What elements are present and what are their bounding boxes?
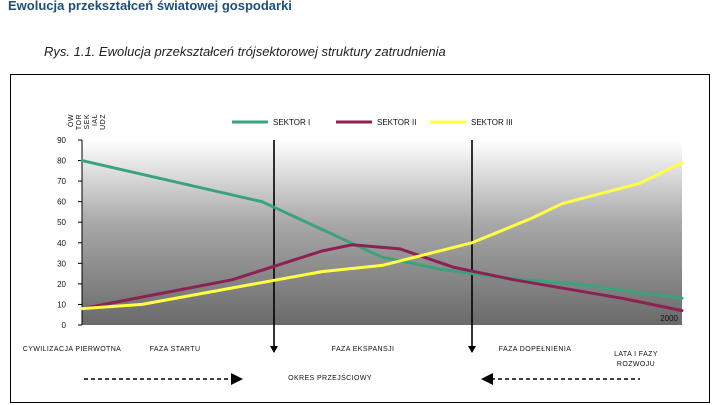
y-tick-label-20: 20 xyxy=(57,280,66,289)
y-tick-label-40: 40 xyxy=(57,239,66,248)
y-tick-label-90: 90 xyxy=(57,136,66,145)
series-line-2 xyxy=(80,243,684,313)
phase-boundary-arrow-2 xyxy=(468,346,476,353)
phase-label-3: FAZA EKSPANSJI xyxy=(332,346,395,353)
series-line-1 xyxy=(80,159,684,300)
legend-label-1: SEKTOR I xyxy=(273,118,310,127)
legend-label-3: SEKTOR III xyxy=(471,118,513,127)
phase-boundary-arrow-1 xyxy=(270,346,278,353)
phase-label-1: CYWILIZACJA PIERWOTNA xyxy=(23,346,122,353)
y-tick-label-60: 60 xyxy=(57,198,66,207)
x-axis-label-line-1: LATA I FAZY xyxy=(614,351,658,358)
x-axis-label-line-2: ROZWOJU xyxy=(617,361,655,368)
series-line-3 xyxy=(80,161,684,311)
y-tick-label-30: 30 xyxy=(57,259,66,268)
y-tick-label-10: 10 xyxy=(57,300,66,309)
bottom-period-label: OKRES PRZEJŚCIOWY xyxy=(288,373,372,382)
page-title: Ewolucja przekształceń światowej gospoda… xyxy=(8,0,292,13)
phase-label-4: FAZA DOPEŁNIENIA xyxy=(499,346,572,353)
y-tick-label-80: 80 xyxy=(57,157,66,166)
legend-label-2: SEKTOR II xyxy=(377,118,416,127)
chart-frame xyxy=(10,74,710,403)
figure-caption: Rys. 1.1. Ewolucja przekształceń trójsek… xyxy=(44,44,446,59)
y-tick-label-0: 0 xyxy=(62,321,67,330)
phase-label-2: FAZA STARTU xyxy=(150,346,201,353)
end-year-label: 2000 xyxy=(660,314,678,323)
plot-area xyxy=(82,140,682,325)
y-tick-label-70: 70 xyxy=(57,177,66,186)
y-tick-label-50: 50 xyxy=(57,218,66,227)
